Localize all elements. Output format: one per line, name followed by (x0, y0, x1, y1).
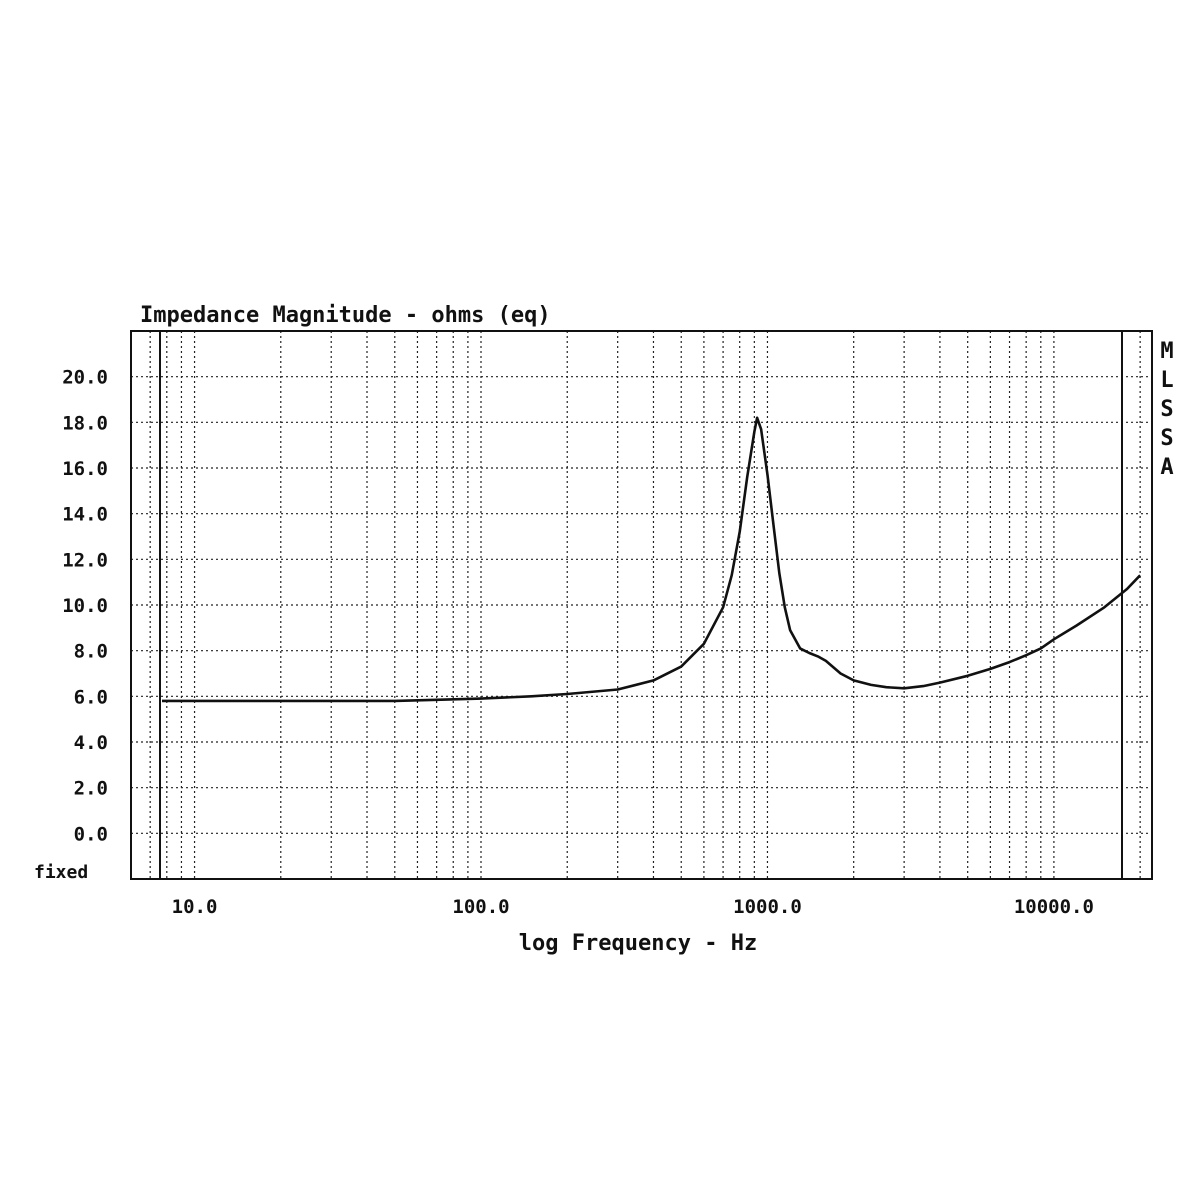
y-tick-label: 16.0 (62, 458, 108, 480)
side-label-letter: A (1160, 455, 1173, 480)
y-tick-label: 0.0 (74, 823, 108, 845)
y-tick-label: 12.0 (62, 549, 108, 571)
y-tick-label: 20.0 (62, 367, 108, 389)
x-tick-label: 10000.0 (1014, 896, 1094, 918)
y-tick-labels: 0.0 2.0 4.0 6.0 8.0 10.0 12.0 14.0 16.0 18.0 20.0 (62, 367, 108, 846)
impedance-curve-group (162, 416, 1142, 703)
x-tick-label: 1000.0 (733, 896, 802, 918)
y-tick-label: 14.0 (62, 504, 108, 526)
y-tick-label: 2.0 (74, 778, 108, 800)
y-tick-label: 8.0 (74, 641, 108, 663)
y-tick-label: 4.0 (74, 732, 108, 754)
y-tick-label: 6.0 (74, 686, 108, 708)
y-tick-label: 10.0 (62, 595, 108, 617)
x-tick-label: 10.0 (172, 896, 218, 918)
side-label-letter: S (1160, 426, 1173, 451)
grid-lines (130, 331, 1152, 879)
x-tick-label: 100.0 (452, 896, 509, 918)
chart-title: Impedance Magnitude - ohms (eq) (140, 303, 551, 328)
side-label-letter: M (1160, 339, 1173, 364)
plot-frame (130, 330, 1153, 880)
impedance-curve (162, 416, 1142, 703)
side-label-letter: S (1160, 397, 1173, 422)
y-bottom-label: fixed (34, 862, 88, 883)
x-tick-labels: 10.0 100.0 1000.0 10000.0 (172, 896, 1094, 918)
side-label-letter: L (1160, 368, 1173, 393)
x-axis-label: log Frequency - Hz (519, 931, 757, 956)
y-tick-label: 18.0 (62, 412, 108, 434)
